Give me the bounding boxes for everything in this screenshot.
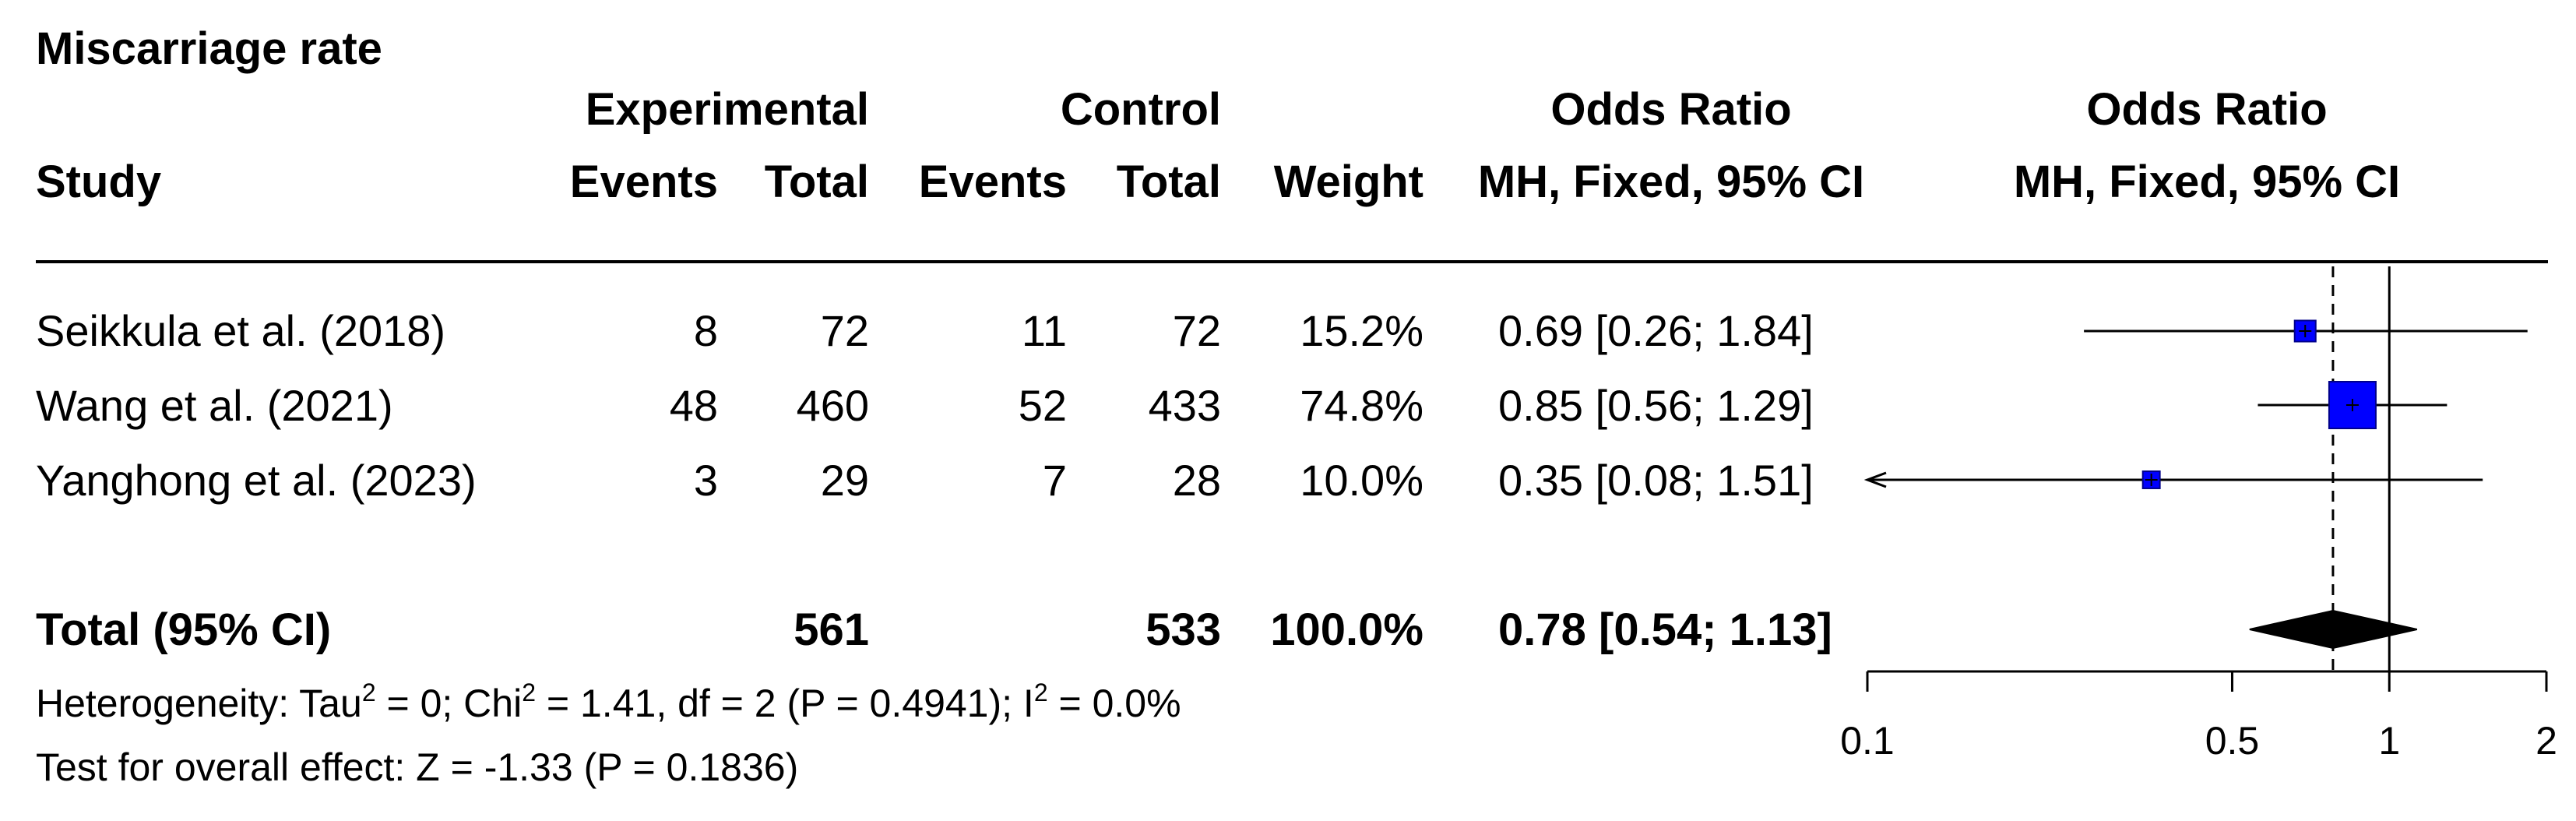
total-row: Total (95% CI) 561 533 100.0% 0.78 [0.54…	[36, 604, 1832, 655]
exp-events: 8	[694, 306, 718, 355]
study-ci-text: 0.69 [0.26; 1.84]	[1498, 306, 1814, 355]
x-tick-label: 1	[2378, 719, 2400, 763]
pooled-diamond	[2249, 609, 2418, 650]
study-ci-text: 0.35 [0.08; 1.51]	[1498, 456, 1814, 505]
exp-events: 48	[670, 381, 718, 430]
overall-effect-text: Test for overall effect: Z = -1.33 (P = …	[36, 745, 798, 789]
total-weight: 100.0%	[1270, 604, 1423, 655]
ctrl-events: 7	[1043, 456, 1067, 505]
ctrl-total: 28	[1173, 456, 1221, 505]
header-ctrl-total: Total	[1117, 157, 1221, 207]
header-method-plot: MH, Fixed, 95% CI	[2014, 157, 2400, 207]
header-control: Control	[1061, 84, 1221, 135]
header-ctrl-events: Events	[919, 157, 1067, 207]
x-tick-label: 2	[2536, 719, 2557, 763]
study-row: Seikkula et al. (2018) 8 72 11 72 15.2% …	[36, 306, 1814, 355]
header-method-text: MH, Fixed, 95% CI	[1478, 157, 1864, 207]
header-exp-events: Events	[570, 157, 718, 207]
study-name: Yanghong et al. (2023)	[36, 456, 477, 505]
total-exp-total: 561	[794, 604, 869, 655]
study-weight: 74.8%	[1300, 381, 1423, 430]
study-ci-text: 0.85 [0.56; 1.29]	[1498, 381, 1814, 430]
ctrl-events: 11	[1022, 306, 1067, 355]
header-odds-ratio-plot: Odds Ratio	[2086, 84, 2327, 135]
x-tick-label: 0.1	[1840, 719, 1895, 763]
ctrl-events: 52	[1019, 381, 1067, 430]
study-weight: 15.2%	[1300, 306, 1423, 355]
study-row: Wang et al. (2021) 48 460 52 433 74.8% 0…	[36, 381, 1814, 430]
header-exp-total: Total	[765, 157, 869, 207]
total-ci-text: 0.78 [0.54; 1.13]	[1498, 604, 1832, 655]
header-study: Study	[36, 157, 161, 207]
study-name: Wang et al. (2021)	[36, 381, 393, 430]
exp-total: 460	[797, 381, 869, 430]
ctrl-total: 72	[1173, 306, 1221, 355]
header-experimental: Experimental	[586, 84, 869, 135]
header-odds-ratio-text: Odds Ratio	[1550, 84, 1791, 135]
total-ctrl-total: 533	[1145, 604, 1221, 655]
exp-total: 29	[821, 456, 869, 505]
ctrl-total: 433	[1149, 381, 1221, 430]
study-weight: 10.0%	[1300, 456, 1423, 505]
heterogeneity-text: Heterogeneity: Tau2 = 0; Chi2 = 1.41, df…	[36, 678, 1181, 725]
plot-title: Miscarriage rate	[36, 23, 382, 74]
forest-plot-area: 0.1 0.5 1 2	[1840, 266, 2557, 763]
total-label: Total (95% CI)	[36, 604, 331, 655]
study-row: Yanghong et al. (2023) 3 29 7 28 10.0% 0…	[36, 456, 1814, 505]
x-tick-label: 0.5	[2205, 719, 2260, 763]
header-weight: Weight	[1274, 157, 1423, 207]
ci-arrow-left	[1863, 471, 1887, 488]
study-name: Seikkula et al. (2018)	[36, 306, 445, 355]
exp-total: 72	[821, 306, 869, 355]
exp-events: 3	[694, 456, 718, 505]
